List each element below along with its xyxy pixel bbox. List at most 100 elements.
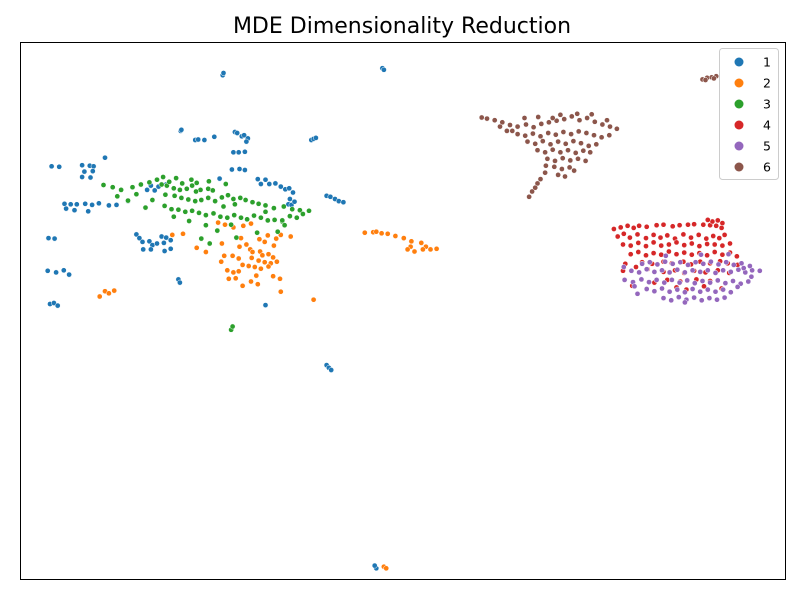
- data-point: [271, 217, 278, 223]
- data-point: [681, 242, 688, 248]
- data-point: [242, 148, 248, 155]
- data-point: [248, 278, 254, 285]
- data-point: [673, 239, 680, 246]
- data-point: [219, 194, 225, 201]
- data-point: [261, 239, 268, 245]
- data-point: [551, 163, 558, 170]
- data-point: [148, 246, 154, 253]
- data-point: [262, 302, 269, 308]
- data-point: [270, 273, 276, 280]
- data-point: [643, 266, 650, 273]
- data-point: [218, 258, 225, 265]
- data-point: [668, 297, 675, 304]
- data-point: [235, 255, 242, 262]
- data-point: [575, 128, 582, 135]
- data-point: [248, 220, 254, 227]
- data-point: [328, 367, 335, 373]
- data-point: [727, 289, 734, 296]
- data-point: [168, 206, 175, 213]
- data-point: [621, 277, 628, 283]
- data-point: [281, 222, 288, 229]
- data-point: [310, 296, 317, 303]
- data-point: [557, 149, 564, 156]
- data-point: [212, 198, 218, 204]
- data-point: [708, 258, 714, 265]
- data-point: [161, 248, 168, 254]
- data-point: [555, 138, 561, 145]
- data-point: [195, 136, 202, 143]
- data-point: [306, 207, 312, 214]
- data-point: [735, 266, 742, 273]
- data-point: [291, 198, 298, 205]
- data-point: [160, 174, 166, 180]
- data-point: [179, 180, 186, 187]
- data-point: [61, 200, 68, 207]
- data-point: [154, 176, 160, 183]
- data-point: [225, 275, 232, 282]
- data-point: [599, 121, 606, 128]
- data-point: [604, 117, 610, 124]
- data-point: [722, 280, 729, 286]
- data-point: [730, 262, 737, 268]
- data-point: [620, 230, 627, 237]
- data-point: [523, 121, 529, 128]
- data-point: [100, 182, 107, 188]
- data-point: [570, 138, 577, 144]
- data-point: [593, 141, 600, 148]
- data-point: [149, 197, 156, 203]
- data-point: [106, 202, 112, 209]
- data-point: [534, 180, 541, 187]
- data-point: [53, 269, 59, 276]
- series-3: [100, 174, 312, 333]
- data-point: [118, 187, 124, 193]
- data-point: [719, 251, 726, 258]
- data-point: [692, 259, 699, 266]
- data-point: [235, 149, 242, 156]
- data-point: [198, 235, 205, 242]
- data-point: [568, 113, 575, 120]
- data-point: [572, 150, 579, 156]
- data-point: [209, 187, 216, 194]
- data-point: [636, 269, 642, 276]
- data-point: [224, 214, 231, 221]
- data-point: [217, 213, 224, 220]
- data-point: [90, 163, 97, 170]
- data-point: [251, 264, 258, 270]
- data-point: [565, 147, 571, 154]
- data-point: [230, 196, 237, 202]
- data-point: [203, 222, 209, 229]
- data-point: [627, 242, 634, 249]
- data-point: [220, 70, 227, 76]
- data-point: [297, 207, 303, 214]
- data-point: [711, 241, 718, 248]
- legend-label-1: 1: [763, 55, 771, 70]
- data-point: [727, 240, 733, 247]
- data-point: [56, 163, 63, 170]
- data-point: [170, 185, 177, 192]
- data-point: [538, 121, 545, 127]
- data-point: [674, 286, 681, 293]
- data-point: [740, 265, 747, 271]
- data-point: [521, 115, 528, 121]
- data-point: [620, 241, 626, 248]
- data-point: [666, 288, 673, 295]
- data-point: [650, 232, 657, 238]
- data-point: [158, 233, 165, 240]
- data-point: [243, 138, 250, 145]
- data-point: [240, 222, 247, 229]
- data-point: [286, 185, 293, 192]
- data-point: [384, 230, 391, 237]
- data-point: [634, 231, 641, 238]
- data-point: [578, 140, 584, 147]
- data-point: [725, 251, 732, 258]
- data-point: [530, 130, 536, 137]
- data-point: [560, 129, 567, 135]
- data-point: [277, 183, 284, 190]
- data-point: [256, 236, 263, 243]
- data-point: [524, 138, 531, 145]
- data-point: [666, 248, 672, 255]
- data-point: [239, 262, 246, 268]
- data-point: [669, 277, 675, 283]
